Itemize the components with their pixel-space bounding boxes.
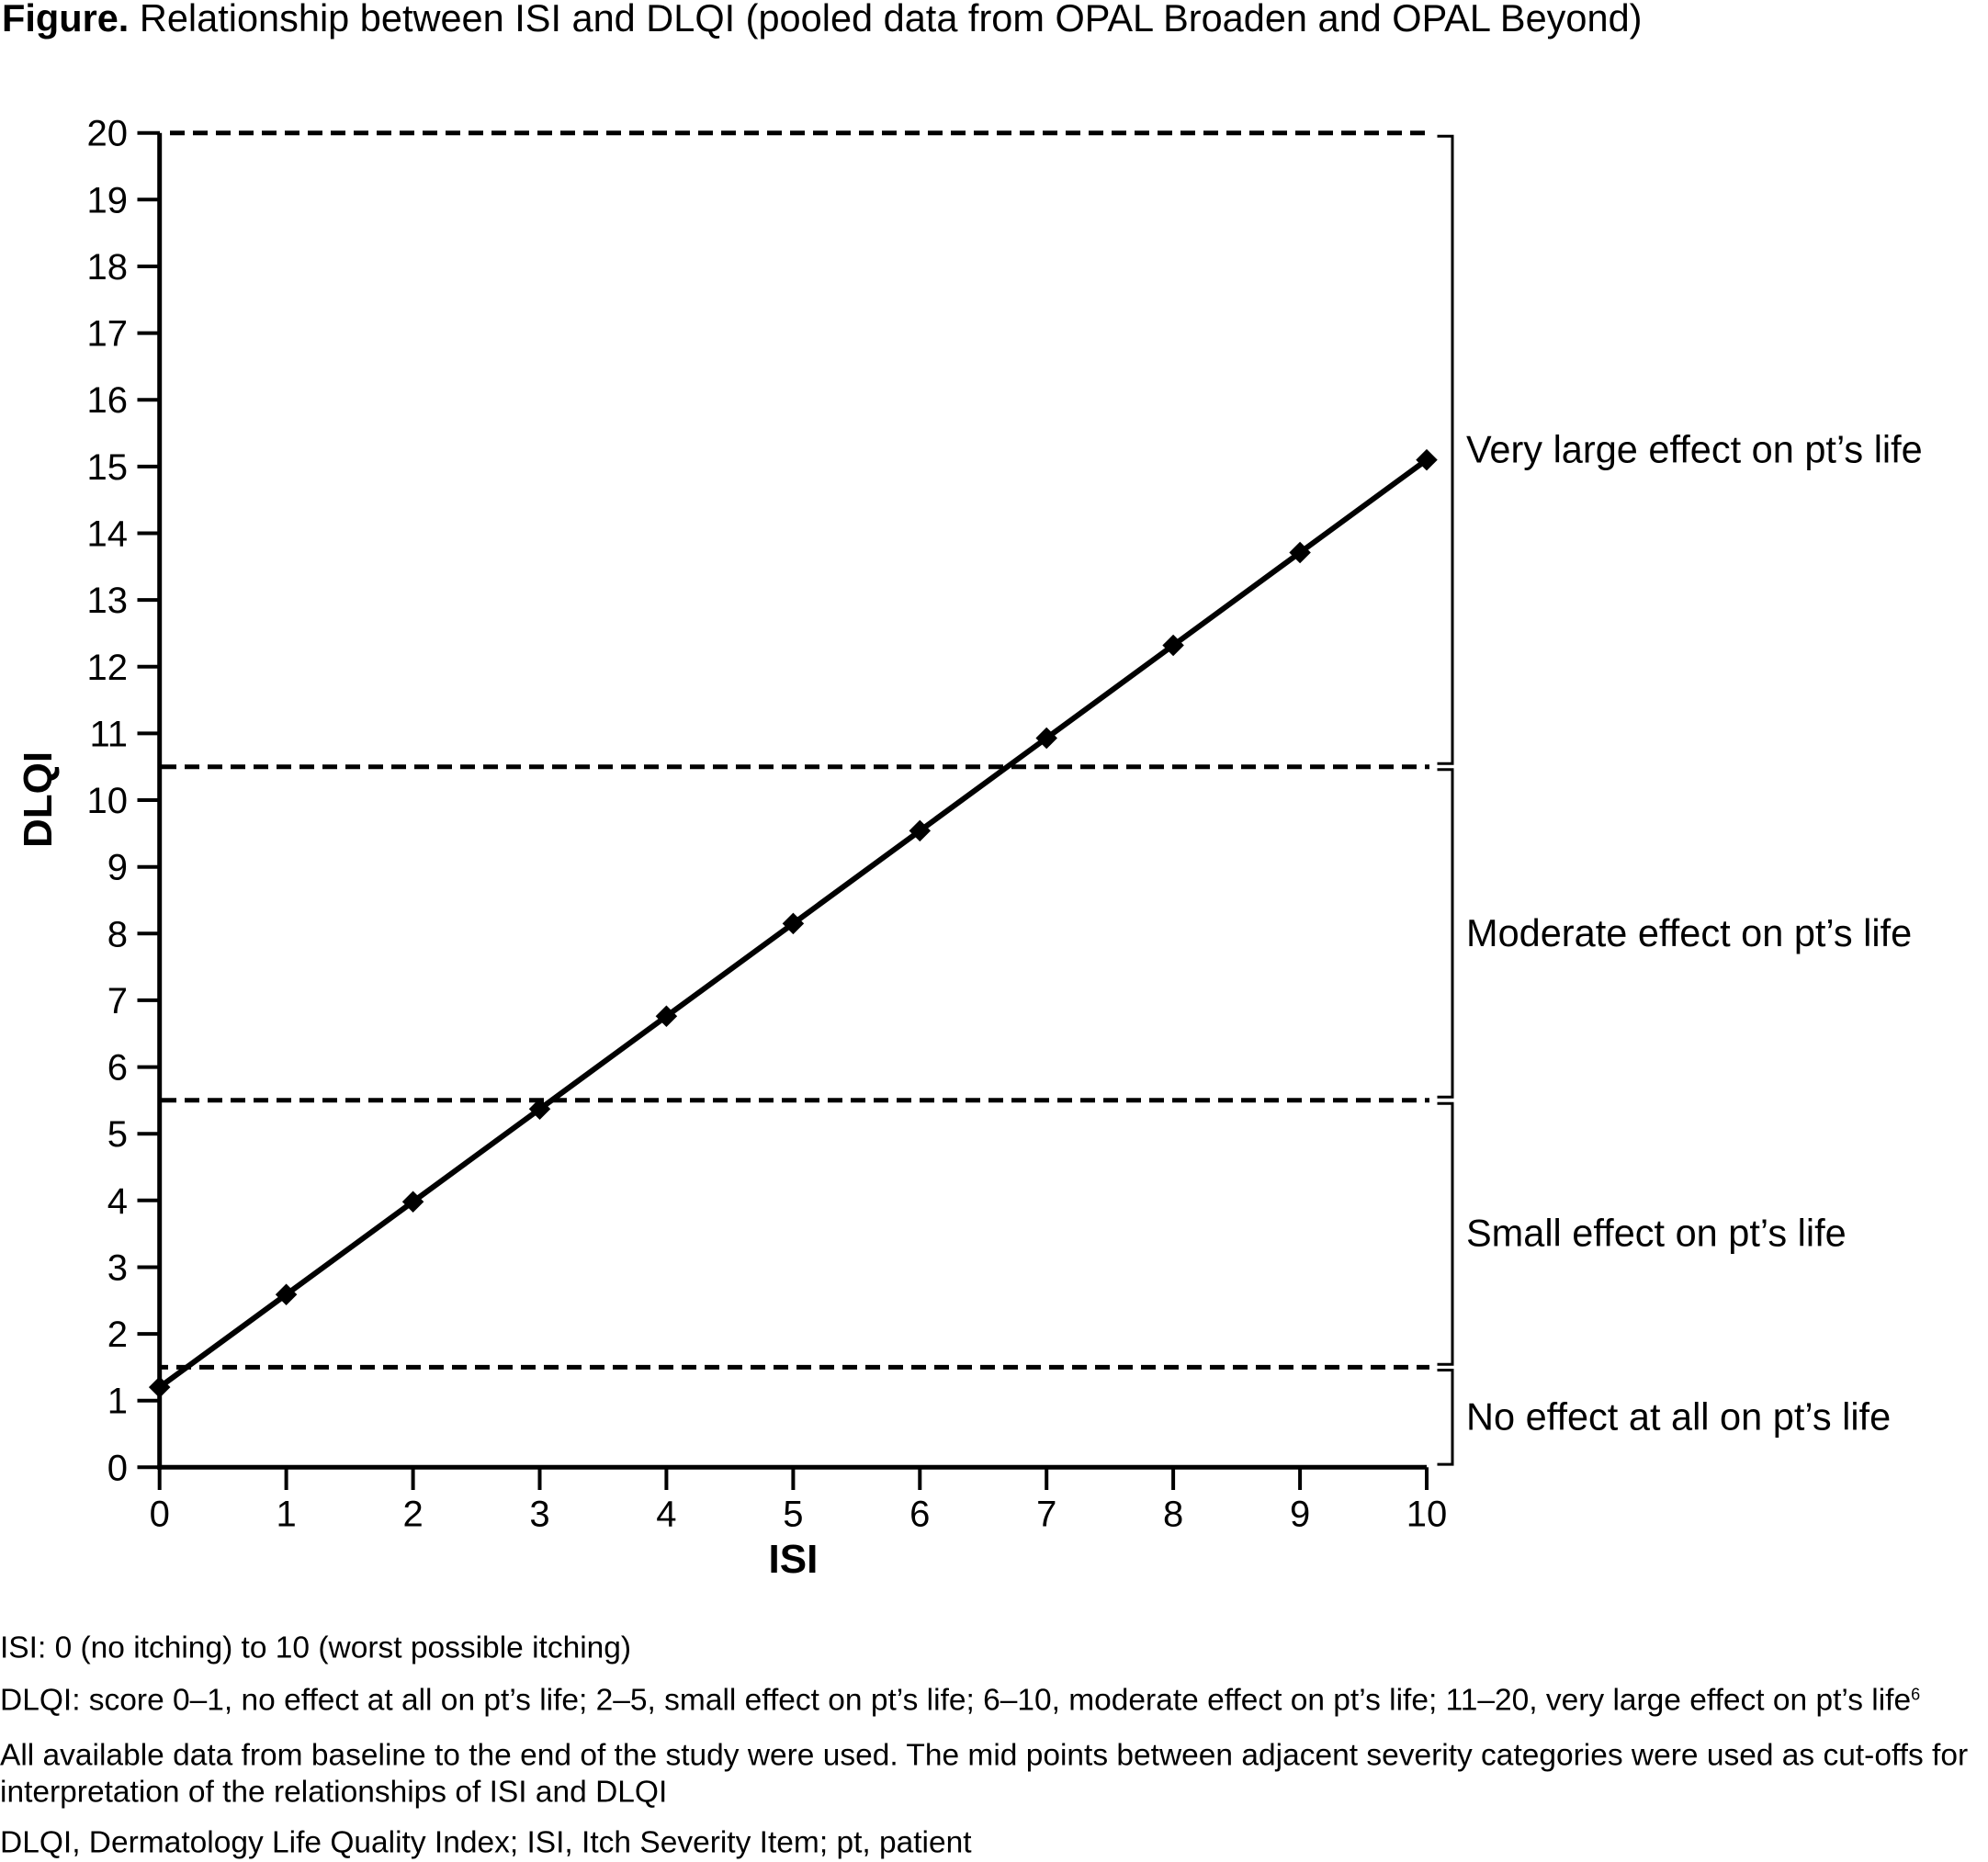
svg-text:interpretation of the relation: interpretation of the relationships of I… bbox=[0, 1776, 667, 1810]
svg-text:0: 0 bbox=[150, 1495, 170, 1535]
svg-text:1: 1 bbox=[276, 1495, 296, 1535]
svg-text:8: 8 bbox=[107, 914, 128, 954]
svg-text:8: 8 bbox=[1163, 1495, 1183, 1535]
svg-text:All available data from baseli: All available data from baseline to the … bbox=[0, 1739, 1968, 1773]
svg-text:3: 3 bbox=[107, 1248, 128, 1289]
svg-text:16: 16 bbox=[87, 380, 129, 421]
svg-text:DLQI: DLQI bbox=[16, 751, 61, 848]
svg-text:10: 10 bbox=[1406, 1495, 1448, 1535]
svg-text:18: 18 bbox=[87, 247, 129, 288]
svg-text:9: 9 bbox=[107, 848, 128, 888]
svg-text:1: 1 bbox=[107, 1382, 128, 1422]
svg-text:7: 7 bbox=[107, 981, 128, 1021]
svg-text:7: 7 bbox=[1036, 1495, 1056, 1535]
svg-text:15: 15 bbox=[87, 447, 129, 488]
svg-text:5: 5 bbox=[783, 1495, 803, 1535]
svg-text:Small effect on pt’s life: Small effect on pt’s life bbox=[1466, 1212, 1847, 1255]
svg-text:10: 10 bbox=[87, 781, 129, 821]
svg-text:13: 13 bbox=[87, 581, 129, 621]
svg-text:2: 2 bbox=[402, 1495, 423, 1535]
svg-text:11: 11 bbox=[89, 714, 128, 754]
svg-text:ISI: 0 (no itching) to 10 (wor: ISI: 0 (no itching) to 10 (worst possibl… bbox=[0, 1631, 631, 1665]
svg-text:4: 4 bbox=[107, 1181, 128, 1222]
svg-text:14: 14 bbox=[87, 514, 129, 555]
svg-text:DLQI: score 0–1, no effect at: DLQI: score 0–1, no effect at all on pt’… bbox=[0, 1683, 1920, 1717]
svg-text:DLQI, Dermatology Life Quality: DLQI, Dermatology Life Quality Index; IS… bbox=[0, 1826, 972, 1860]
svg-text:12: 12 bbox=[87, 648, 129, 688]
svg-text:17: 17 bbox=[87, 314, 129, 355]
svg-text:2: 2 bbox=[107, 1315, 128, 1355]
svg-text:4: 4 bbox=[656, 1495, 676, 1535]
svg-text:9: 9 bbox=[1290, 1495, 1310, 1535]
svg-text:5: 5 bbox=[107, 1114, 128, 1155]
svg-text:Moderate effect on pt’s life: Moderate effect on pt’s life bbox=[1466, 911, 1912, 954]
svg-text:6: 6 bbox=[107, 1048, 128, 1089]
svg-text:0: 0 bbox=[107, 1448, 128, 1488]
svg-text:6: 6 bbox=[909, 1495, 930, 1535]
svg-text:Figure. Relationship between I: Figure. Relationship between ISI and DLQ… bbox=[2, 0, 1643, 39]
svg-text:3: 3 bbox=[529, 1495, 549, 1535]
svg-text:ISI: ISI bbox=[769, 1537, 819, 1582]
svg-text:19: 19 bbox=[87, 180, 129, 220]
svg-text:Very large effect on pt’s life: Very large effect on pt’s life bbox=[1466, 428, 1923, 471]
svg-text:20: 20 bbox=[87, 114, 129, 154]
svg-text:No effect at all on pt’s life: No effect at all on pt’s life bbox=[1466, 1395, 1891, 1439]
